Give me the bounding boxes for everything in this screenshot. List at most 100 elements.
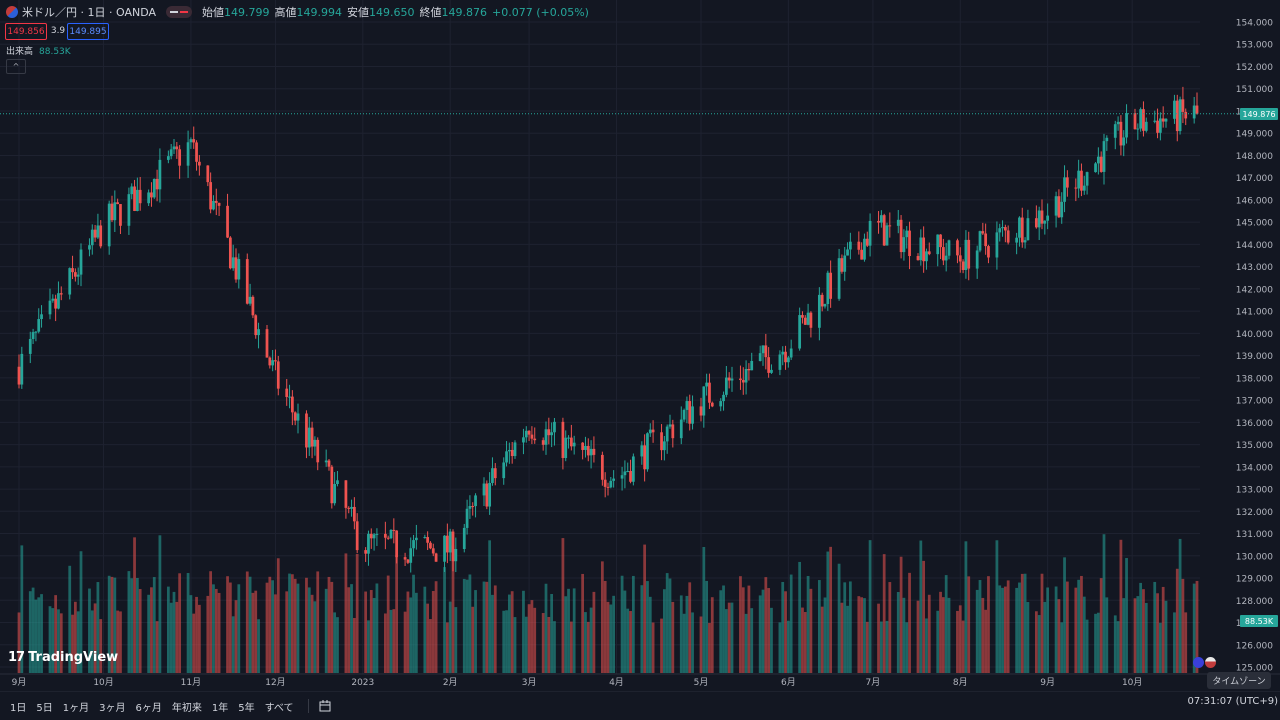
volume-bar [995, 540, 999, 673]
candle-body [491, 468, 494, 483]
volume-bar [310, 594, 314, 673]
candle-body [1040, 210, 1044, 224]
volume-bar [626, 608, 630, 673]
range-1d[interactable]: 1日 [10, 702, 27, 714]
volume-bar [1037, 615, 1041, 673]
volume-bar [631, 575, 635, 673]
y-tick-label: 147.000 [1236, 174, 1273, 184]
volume-bar [505, 610, 508, 673]
usdjpy-flag-icon [6, 6, 18, 18]
volume-bar [423, 586, 427, 673]
candle-body [1074, 187, 1078, 189]
volume-bar [175, 601, 179, 673]
candle-body [899, 219, 903, 253]
volume-bar [214, 588, 218, 673]
volume-bar [961, 620, 965, 673]
symbol-title[interactable]: 米ドル／円 · 1日 · OANDA [22, 6, 156, 19]
range-6m[interactable]: 6ヶ月 [135, 702, 162, 714]
volume-bar [186, 573, 190, 673]
candle-body [347, 507, 351, 509]
candle-body [1023, 240, 1027, 243]
candle-body [119, 204, 122, 226]
volume-bar [395, 555, 399, 673]
x-tick-label: 4月 [609, 677, 624, 688]
volume-bar [257, 619, 260, 673]
candle-body [761, 345, 765, 354]
y-tick-label: 128.000 [1236, 597, 1273, 607]
range-5d[interactable]: 5日 [36, 702, 53, 714]
range-1m[interactable]: 1ヶ月 [62, 702, 90, 714]
calendar-icon[interactable] [307, 699, 333, 713]
candle-body [505, 451, 508, 463]
y-tick-label: 149.000 [1236, 130, 1273, 140]
clock-timezone[interactable]: 07:31:07 (UTC+9) [1187, 696, 1278, 707]
range-1y[interactable]: 1年 [211, 702, 229, 714]
lightning-icon [1193, 657, 1204, 668]
candle-body [722, 394, 725, 402]
candle-body [882, 215, 886, 246]
candle-body [352, 506, 356, 522]
volume-bar [592, 591, 596, 673]
candle-body [668, 424, 672, 427]
candle-body [367, 533, 370, 554]
volume-bar [1015, 587, 1019, 673]
volume-bar [905, 622, 909, 673]
sell-price-button[interactable]: 149.856 [5, 23, 47, 40]
candle-body [609, 480, 613, 488]
volume-bar [927, 594, 931, 673]
candle-body [671, 424, 675, 439]
candle-body [741, 380, 745, 383]
price-chart[interactable]: 154.000153.000152.000151.000150.000149.0… [0, 0, 1280, 692]
range-3m[interactable]: 3ヶ月 [99, 702, 126, 714]
candle-body [166, 156, 170, 160]
candle-body [947, 240, 951, 256]
volume-bar [541, 613, 545, 673]
volume-bar [189, 595, 193, 673]
volume-bar [268, 576, 272, 673]
buy-price-button[interactable]: 149.895 [67, 23, 109, 40]
range-all[interactable]: すべて [264, 702, 294, 714]
candle-body [1144, 121, 1148, 131]
volume-bar [206, 595, 210, 673]
candle-body [313, 439, 317, 447]
range-toolbar: 1日 5日 1ヶ月 3ヶ月 6ヶ月 年初来 1年 5年 すべて [0, 692, 1280, 720]
candle-body [1080, 170, 1083, 191]
candle-body [1063, 177, 1066, 202]
volume-bar [801, 607, 804, 673]
candle-body [316, 439, 320, 463]
collapse-legend-button[interactable]: ^ [6, 59, 26, 74]
volume-bar [882, 554, 886, 673]
candle-body [1153, 120, 1157, 122]
candle-body [981, 231, 985, 234]
volume-bar [152, 577, 156, 673]
candle-body [88, 245, 91, 250]
volume-bar [169, 602, 173, 673]
volume-bar [939, 591, 942, 673]
volume-bar [507, 594, 511, 673]
market-status-icons[interactable] [1192, 657, 1216, 668]
range-5y[interactable]: 5年 [238, 702, 255, 714]
volume-bar [510, 591, 514, 673]
volume-bar [350, 584, 353, 673]
candle-body [423, 537, 427, 539]
range-ytd[interactable]: 年初来 [171, 702, 202, 714]
candle-body [581, 442, 585, 450]
buy-sell-toggle[interactable] [166, 6, 192, 18]
candle-body [1096, 156, 1100, 164]
candle-body [767, 357, 771, 373]
volume-bar [947, 597, 951, 673]
candle-body [169, 149, 173, 157]
candle-body [646, 433, 649, 470]
volume-bar [1080, 575, 1083, 673]
x-tick-label: 6月 [781, 677, 796, 688]
candle-body [127, 194, 131, 226]
candle-body [40, 314, 43, 320]
candle-body [155, 178, 159, 190]
volume-bar [88, 588, 91, 673]
candle-body [620, 475, 624, 479]
y-tick-label: 151.000 [1236, 85, 1273, 95]
candle-body [995, 232, 999, 258]
x-tick-label: 9月 [12, 677, 27, 688]
candle-body [107, 203, 111, 247]
tradingview-logo[interactable]: 17 TradingView [8, 650, 118, 665]
